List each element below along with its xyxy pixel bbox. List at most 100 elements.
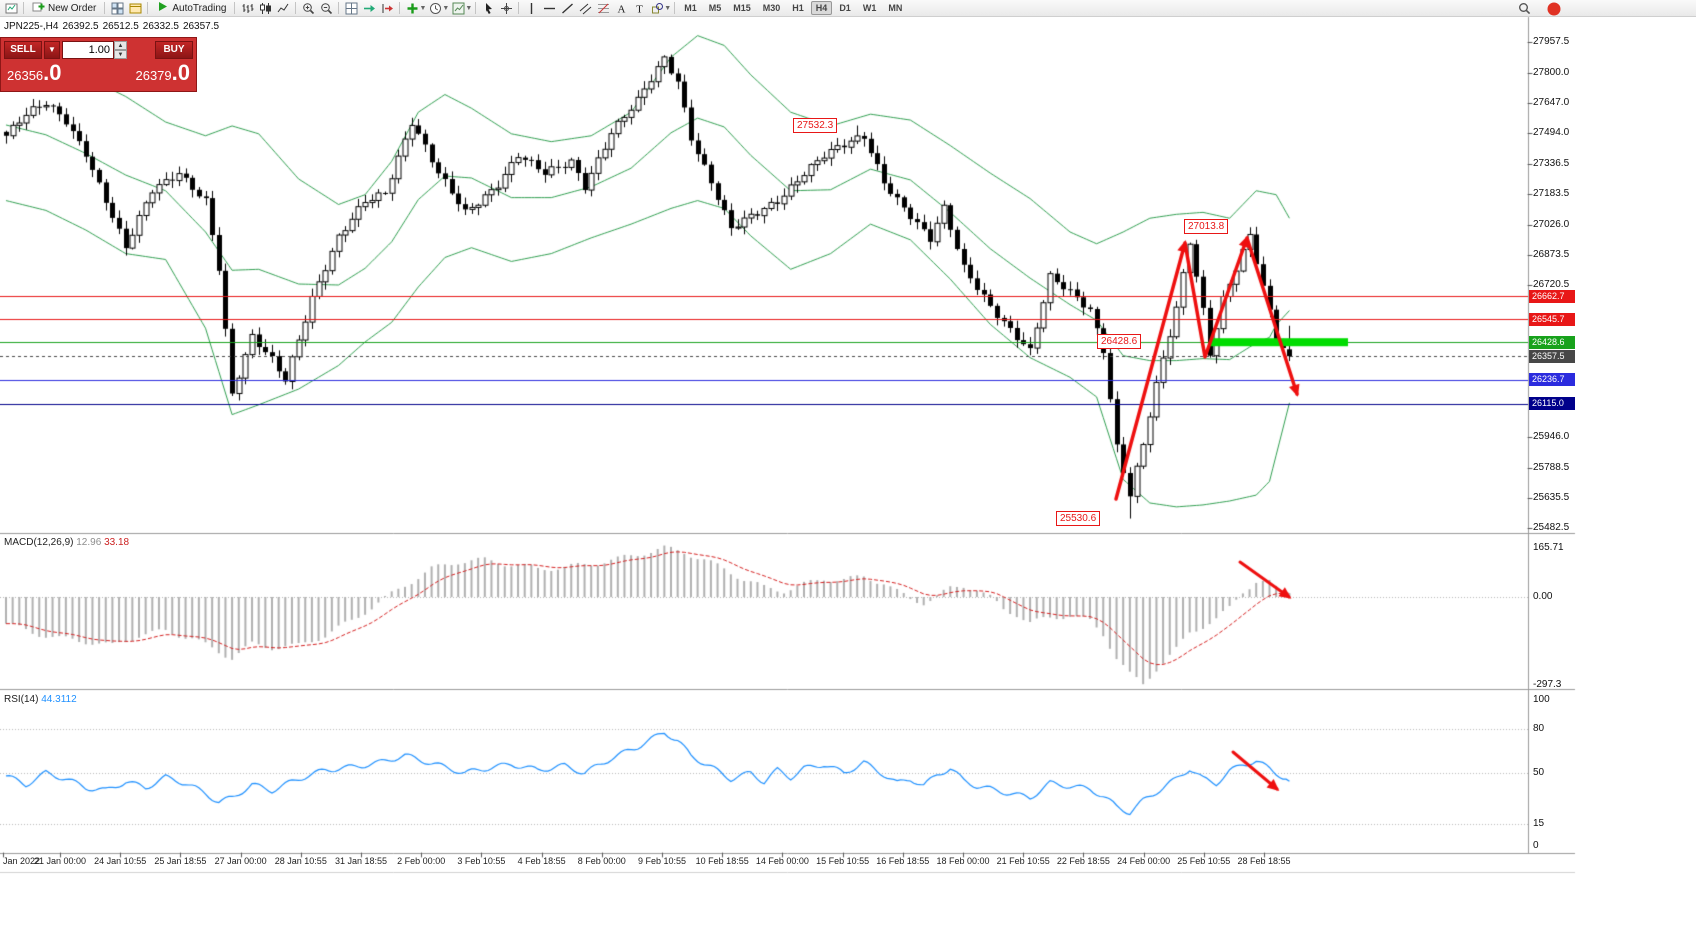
chevron-down-icon[interactable]: ▼: [465, 4, 473, 12]
price-level-tag-26115.0[interactable]: 26115.0: [1529, 397, 1575, 411]
timeframe-h4-button[interactable]: H4: [810, 1, 833, 15]
price-axis-tick: 27494.0: [1533, 127, 1570, 138]
rsi-axis-tick: 50: [1533, 767, 1545, 778]
sell-button[interactable]: SELL: [4, 40, 42, 59]
time-axis-label: 8 Feb 00:00: [577, 856, 626, 866]
search-icon[interactable]: [1516, 1, 1532, 16]
chevron-down-icon: ▼: [48, 44, 56, 54]
swing-price-label[interactable]: 25530.6: [1056, 511, 1101, 526]
cursor-icon[interactable]: [479, 1, 497, 16]
price-level-tag-26662.7[interactable]: 26662.7: [1529, 289, 1575, 303]
volume-control: ▲ ▼: [62, 40, 153, 59]
profiles-window-icon[interactable]: [126, 1, 144, 16]
toolbar-separator: [23, 2, 24, 14]
time-axis-label: Jan 2022: [3, 856, 41, 866]
timeframe-w1-button[interactable]: W1: [862, 3, 877, 13]
toolbar-separator: [399, 2, 401, 14]
price-axis-tick: 26720.5: [1533, 278, 1570, 290]
shapes-icon[interactable]: [648, 1, 666, 16]
timeframe-d1-button[interactable]: D1: [839, 3, 851, 13]
periods-icon[interactable]: [426, 1, 444, 16]
macd-indicator-title: MACD(12,26,9) 12.96 33.18: [4, 537, 129, 548]
sell-price-main: 26356: [7, 68, 44, 83]
time-axis-label: 25 Jan 18:55: [154, 856, 207, 866]
new-order-icon: [32, 0, 45, 16]
rsi-name: RSI(14): [4, 694, 39, 705]
ohlc-close: 26357.5: [182, 21, 220, 32]
time-axis-label: 28 Jan 10:55: [274, 856, 327, 866]
chevron-down-icon[interactable]: ▼: [442, 4, 450, 12]
autotrading-button[interactable]: AutoTrading: [151, 1, 231, 16]
order-type-dropdown[interactable]: ▼: [44, 40, 60, 59]
swing-price-label[interactable]: 27532.3: [793, 118, 838, 133]
sell-price[interactable]: 26356.0: [7, 60, 62, 89]
timeframe-m1-button[interactable]: M1: [684, 3, 697, 13]
auto-scroll-icon[interactable]: [360, 1, 378, 16]
buy-button[interactable]: BUY: [155, 40, 193, 59]
trade-panel-controls: SELL ▼ ▲ ▼ BUY: [1, 38, 196, 61]
price-level-tag-26236.7[interactable]: 26236.7: [1529, 373, 1575, 387]
new-order-button[interactable]: New Order: [27, 1, 101, 16]
toolbar-separator: [234, 2, 236, 14]
zoom-in-icon[interactable]: [299, 1, 317, 16]
rsi-axis-tick: 0: [1533, 840, 1539, 851]
rsi-value: 44.3112: [41, 694, 77, 705]
sell-price-frac: .0: [43, 60, 62, 85]
price-axis-tick: 26873.5: [1533, 248, 1570, 260]
timeframe-m30-button[interactable]: M30: [762, 3, 781, 13]
price-level-tag-26428.6[interactable]: 26428.6: [1529, 335, 1575, 349]
time-axis-label: 2 Feb 00:00: [397, 856, 446, 866]
price-axis-tick: 27336.5: [1533, 157, 1570, 169]
bar-chart-icon[interactable]: [238, 1, 256, 16]
timeframe-h1-button[interactable]: H1: [792, 3, 804, 13]
zoom-out-icon[interactable]: [317, 1, 335, 16]
time-axis-label: 3 Feb 10:55: [457, 856, 506, 866]
macd-value: 12.96: [76, 537, 102, 548]
chevron-down-icon[interactable]: ▼: [664, 4, 672, 12]
notification-badge[interactable]: [1546, 1, 1562, 16]
buy-price-frac: .0: [171, 60, 190, 85]
indicators-icon[interactable]: [403, 1, 421, 16]
price-level-tag-26357.5[interactable]: 26357.5: [1529, 349, 1575, 363]
timeframe-m15-button[interactable]: M15: [733, 3, 751, 13]
chart-shift-icon[interactable]: [378, 1, 396, 16]
rsi-indicator-title: RSI(14) 44.3112: [4, 694, 77, 705]
volume-decrease-button[interactable]: ▼: [114, 49, 127, 59]
buy-price[interactable]: 26379.0: [135, 60, 190, 89]
horizontal-line-icon[interactable]: [540, 1, 558, 16]
volume-increase-button[interactable]: ▲: [114, 40, 127, 50]
price-level-tag-26545.7[interactable]: 26545.7: [1529, 312, 1575, 326]
chevron-down-icon[interactable]: ▼: [419, 4, 427, 12]
time-axis-label: 28 Feb 18:55: [1237, 856, 1291, 866]
templates-icon[interactable]: [449, 1, 467, 16]
chart-window-icon[interactable]: [2, 1, 20, 16]
candlestick-chart-icon[interactable]: [256, 1, 274, 16]
channel-icon[interactable]: [576, 1, 594, 16]
rsi-axis-tick: 15: [1533, 818, 1545, 830]
price-axis-tick: 27026.0: [1533, 218, 1570, 230]
text-icon[interactable]: A: [612, 1, 630, 16]
timeframe-mn-button[interactable]: MN: [888, 3, 903, 13]
line-chart-icon[interactable]: [274, 1, 292, 16]
time-axis-label: 21 Feb 10:55: [996, 856, 1050, 866]
label-icon[interactable]: T: [630, 1, 648, 16]
price-axis-tick: 27183.5: [1533, 187, 1570, 199]
toolbar-separator: [104, 2, 106, 14]
charts-grid-icon[interactable]: [108, 1, 126, 16]
timeframe-m5-button[interactable]: M5: [708, 3, 722, 13]
tile-windows-icon[interactable]: [342, 1, 360, 16]
volume-input[interactable]: [62, 40, 114, 59]
price-axis-tick: 25482.5: [1533, 522, 1570, 533]
swing-price-label[interactable]: 27013.8: [1184, 219, 1229, 234]
time-axis-label: 24 Jan 10:55: [94, 856, 147, 866]
fibonacci-icon[interactable]: [594, 1, 612, 16]
crosshair-icon[interactable]: [497, 1, 515, 16]
vertical-line-icon[interactable]: [522, 1, 540, 16]
swing-price-label[interactable]: 26428.6: [1097, 334, 1142, 349]
trade-panel-prices: 26356.0 26379.0: [1, 60, 196, 89]
price-axis-tick: 25788.5: [1533, 461, 1570, 473]
price-axis-tick: 27800.0: [1533, 66, 1570, 78]
trendline-icon[interactable]: [558, 1, 576, 16]
time-axis-label: 31 Jan 18:55: [334, 856, 388, 866]
